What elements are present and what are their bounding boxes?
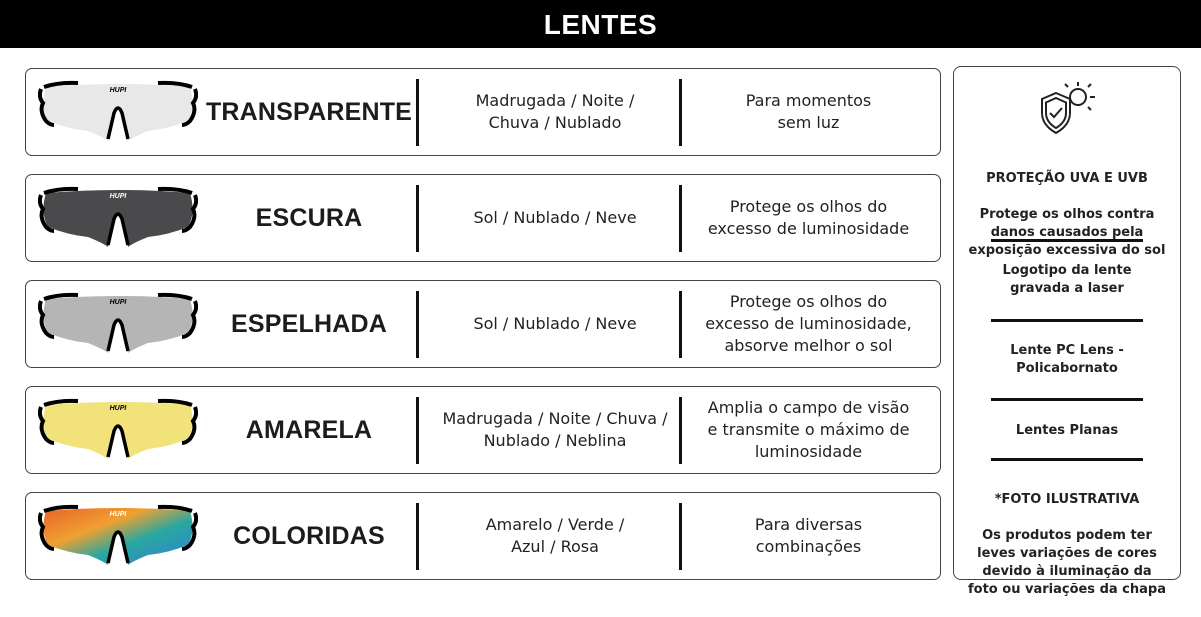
sunglasses-image: HUPI bbox=[38, 398, 198, 459]
material-text: Lente PC Lens - Policabornato bbox=[1010, 343, 1124, 376]
brand-logo: HUPI bbox=[110, 193, 128, 200]
divider bbox=[991, 398, 1143, 401]
lens-name: ESPELHADA bbox=[231, 309, 387, 338]
shield-check-sun-icon bbox=[1041, 82, 1095, 135]
brand-logo: HUPI bbox=[110, 87, 128, 94]
lens-description: Protege os olhos do excesso de luminosid… bbox=[707, 197, 910, 238]
sunglasses-image: HUPI bbox=[38, 292, 198, 353]
lens-conditions: Amarelo / Verde / Azul / Rosa bbox=[485, 515, 625, 556]
divider bbox=[679, 291, 682, 358]
page-title: LENTES bbox=[0, 0, 1201, 48]
lens-conditions: Sol / Nublado / Neve bbox=[473, 314, 637, 333]
divider bbox=[679, 503, 682, 570]
divider bbox=[679, 185, 682, 252]
lens-description: Amplia o campo de visão e transmite o má… bbox=[707, 398, 910, 461]
lens-conditions: Madrugada / Noite / Chuva / Nublado / Ne… bbox=[442, 409, 668, 450]
divider bbox=[416, 185, 419, 252]
lens-name: TRANSPARENTE bbox=[205, 97, 413, 126]
features-panel: PROTEÇÃO UVA E UVB Protege os olhos cont… bbox=[953, 66, 1181, 597]
brand-logo: HUPI bbox=[110, 405, 128, 412]
laser-logo-text: Logotipo da lente gravada a laser bbox=[1002, 263, 1132, 296]
brand-logo: HUPI bbox=[110, 299, 128, 306]
divider bbox=[416, 503, 419, 570]
lens-name: COLORIDAS bbox=[233, 521, 385, 550]
divider bbox=[416, 79, 419, 146]
divider bbox=[679, 397, 682, 464]
divider bbox=[991, 239, 1143, 242]
lens-description: Protege os olhos do excesso de luminosid… bbox=[705, 292, 912, 355]
lens-row-transparente: HUPI TRANSPARENTE Madrugada / Noite / Ch… bbox=[25, 68, 941, 156]
divider bbox=[991, 458, 1143, 461]
lens-row-coloridas: HUPI COLORIDAS Amarelo / Verde / Azul / … bbox=[25, 492, 941, 580]
uv-protection-title: PROTEÇÃO UVA E UVB bbox=[986, 171, 1148, 186]
divider bbox=[416, 291, 419, 358]
flat-lens-text: Lentes Planas bbox=[1015, 423, 1119, 438]
sunglasses-image: HUPI bbox=[38, 186, 198, 247]
lens-description: Para momentos sem luz bbox=[745, 91, 872, 132]
lens-name: AMARELA bbox=[245, 415, 373, 444]
uv-protection-text: Protege os olhos contra danos causados p… bbox=[968, 207, 1166, 258]
sunglasses-image: HUPI bbox=[38, 504, 198, 565]
sunglasses-image: HUPI bbox=[38, 80, 198, 141]
lens-description: Para diversas combinações bbox=[754, 515, 863, 556]
lens-row-amarela: HUPI AMARELA Madrugada / Noite / Chuva /… bbox=[25, 386, 941, 474]
lens-conditions: Madrugada / Noite / Chuva / Nublado bbox=[475, 91, 635, 132]
divider bbox=[679, 79, 682, 146]
divider bbox=[991, 319, 1143, 322]
photo-disclaimer-text: Os produtos podem ter leves variações de… bbox=[968, 528, 1166, 597]
lens-row-escura: HUPI ESCURA Sol / Nublado / Neve Protege… bbox=[25, 174, 941, 262]
lens-name: ESCURA bbox=[255, 203, 363, 232]
brand-logo: HUPI bbox=[110, 511, 128, 518]
photo-disclaimer-title: *FOTO ILUSTRATIVA bbox=[994, 492, 1140, 507]
divider bbox=[416, 397, 419, 464]
lens-row-espelhada: HUPI ESPELHADA Sol / Nublado / Neve Prot… bbox=[25, 280, 941, 368]
lens-conditions: Sol / Nublado / Neve bbox=[473, 208, 637, 227]
